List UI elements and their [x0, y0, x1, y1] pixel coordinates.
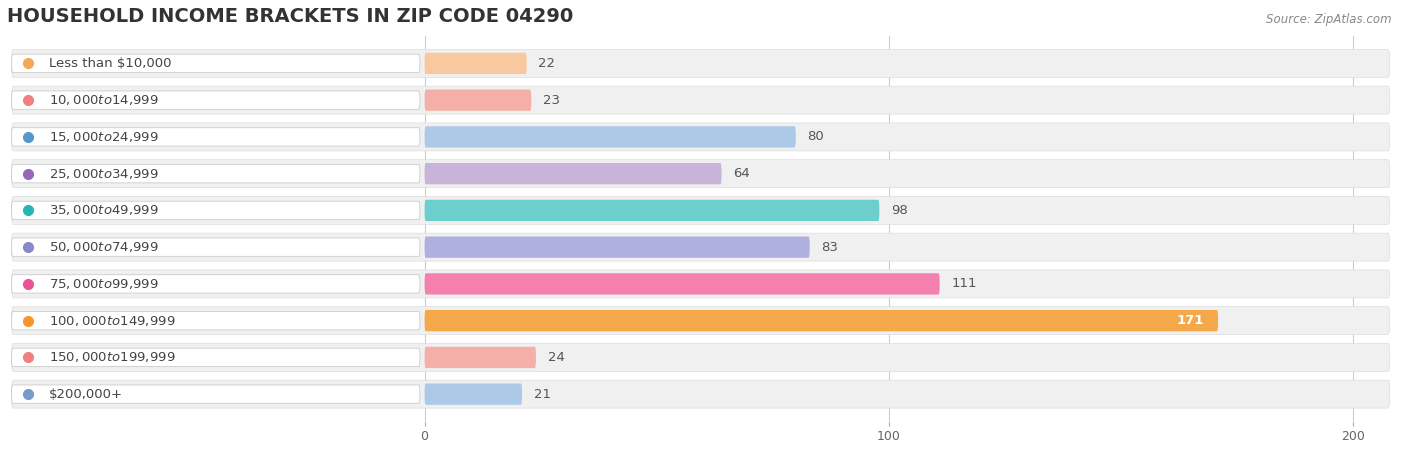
FancyBboxPatch shape: [425, 310, 1218, 331]
FancyBboxPatch shape: [11, 274, 420, 293]
Text: HOUSEHOLD INCOME BRACKETS IN ZIP CODE 04290: HOUSEHOLD INCOME BRACKETS IN ZIP CODE 04…: [7, 7, 574, 26]
FancyBboxPatch shape: [11, 343, 1389, 371]
Text: 111: 111: [952, 277, 977, 290]
Text: 21: 21: [534, 387, 551, 400]
Text: $150,000 to $199,999: $150,000 to $199,999: [49, 351, 176, 364]
Text: $200,000+: $200,000+: [49, 387, 122, 400]
Text: 22: 22: [538, 57, 555, 70]
FancyBboxPatch shape: [11, 307, 1389, 335]
Text: 80: 80: [807, 130, 824, 144]
Text: $35,000 to $49,999: $35,000 to $49,999: [49, 203, 159, 217]
Text: Less than $10,000: Less than $10,000: [49, 57, 172, 70]
FancyBboxPatch shape: [11, 233, 1389, 261]
FancyBboxPatch shape: [11, 86, 1389, 114]
Text: 64: 64: [733, 167, 749, 180]
Text: $15,000 to $24,999: $15,000 to $24,999: [49, 130, 159, 144]
FancyBboxPatch shape: [11, 91, 420, 109]
FancyBboxPatch shape: [425, 90, 531, 111]
Text: 23: 23: [543, 94, 560, 107]
Text: $50,000 to $74,999: $50,000 to $74,999: [49, 240, 159, 254]
FancyBboxPatch shape: [425, 383, 522, 405]
FancyBboxPatch shape: [11, 54, 420, 72]
FancyBboxPatch shape: [425, 53, 527, 74]
FancyBboxPatch shape: [425, 273, 939, 295]
Text: 171: 171: [1177, 314, 1204, 327]
Text: 98: 98: [891, 204, 908, 217]
FancyBboxPatch shape: [425, 347, 536, 368]
FancyBboxPatch shape: [425, 200, 879, 221]
FancyBboxPatch shape: [11, 123, 1389, 151]
FancyBboxPatch shape: [11, 380, 1389, 408]
FancyBboxPatch shape: [11, 311, 420, 330]
FancyBboxPatch shape: [11, 160, 1389, 188]
FancyBboxPatch shape: [425, 237, 810, 258]
Text: $75,000 to $99,999: $75,000 to $99,999: [49, 277, 159, 291]
Text: $100,000 to $149,999: $100,000 to $149,999: [49, 314, 176, 328]
FancyBboxPatch shape: [11, 197, 1389, 225]
FancyBboxPatch shape: [11, 128, 420, 146]
Text: Source: ZipAtlas.com: Source: ZipAtlas.com: [1267, 14, 1392, 27]
Text: 24: 24: [547, 351, 564, 364]
FancyBboxPatch shape: [425, 163, 721, 184]
FancyBboxPatch shape: [11, 50, 1389, 77]
FancyBboxPatch shape: [11, 201, 420, 220]
FancyBboxPatch shape: [11, 385, 420, 403]
FancyBboxPatch shape: [425, 126, 796, 148]
Text: $10,000 to $14,999: $10,000 to $14,999: [49, 93, 159, 107]
FancyBboxPatch shape: [11, 164, 420, 183]
FancyBboxPatch shape: [11, 270, 1389, 298]
Text: $25,000 to $34,999: $25,000 to $34,999: [49, 166, 159, 180]
Text: 83: 83: [821, 241, 838, 254]
FancyBboxPatch shape: [11, 238, 420, 256]
FancyBboxPatch shape: [11, 348, 420, 367]
